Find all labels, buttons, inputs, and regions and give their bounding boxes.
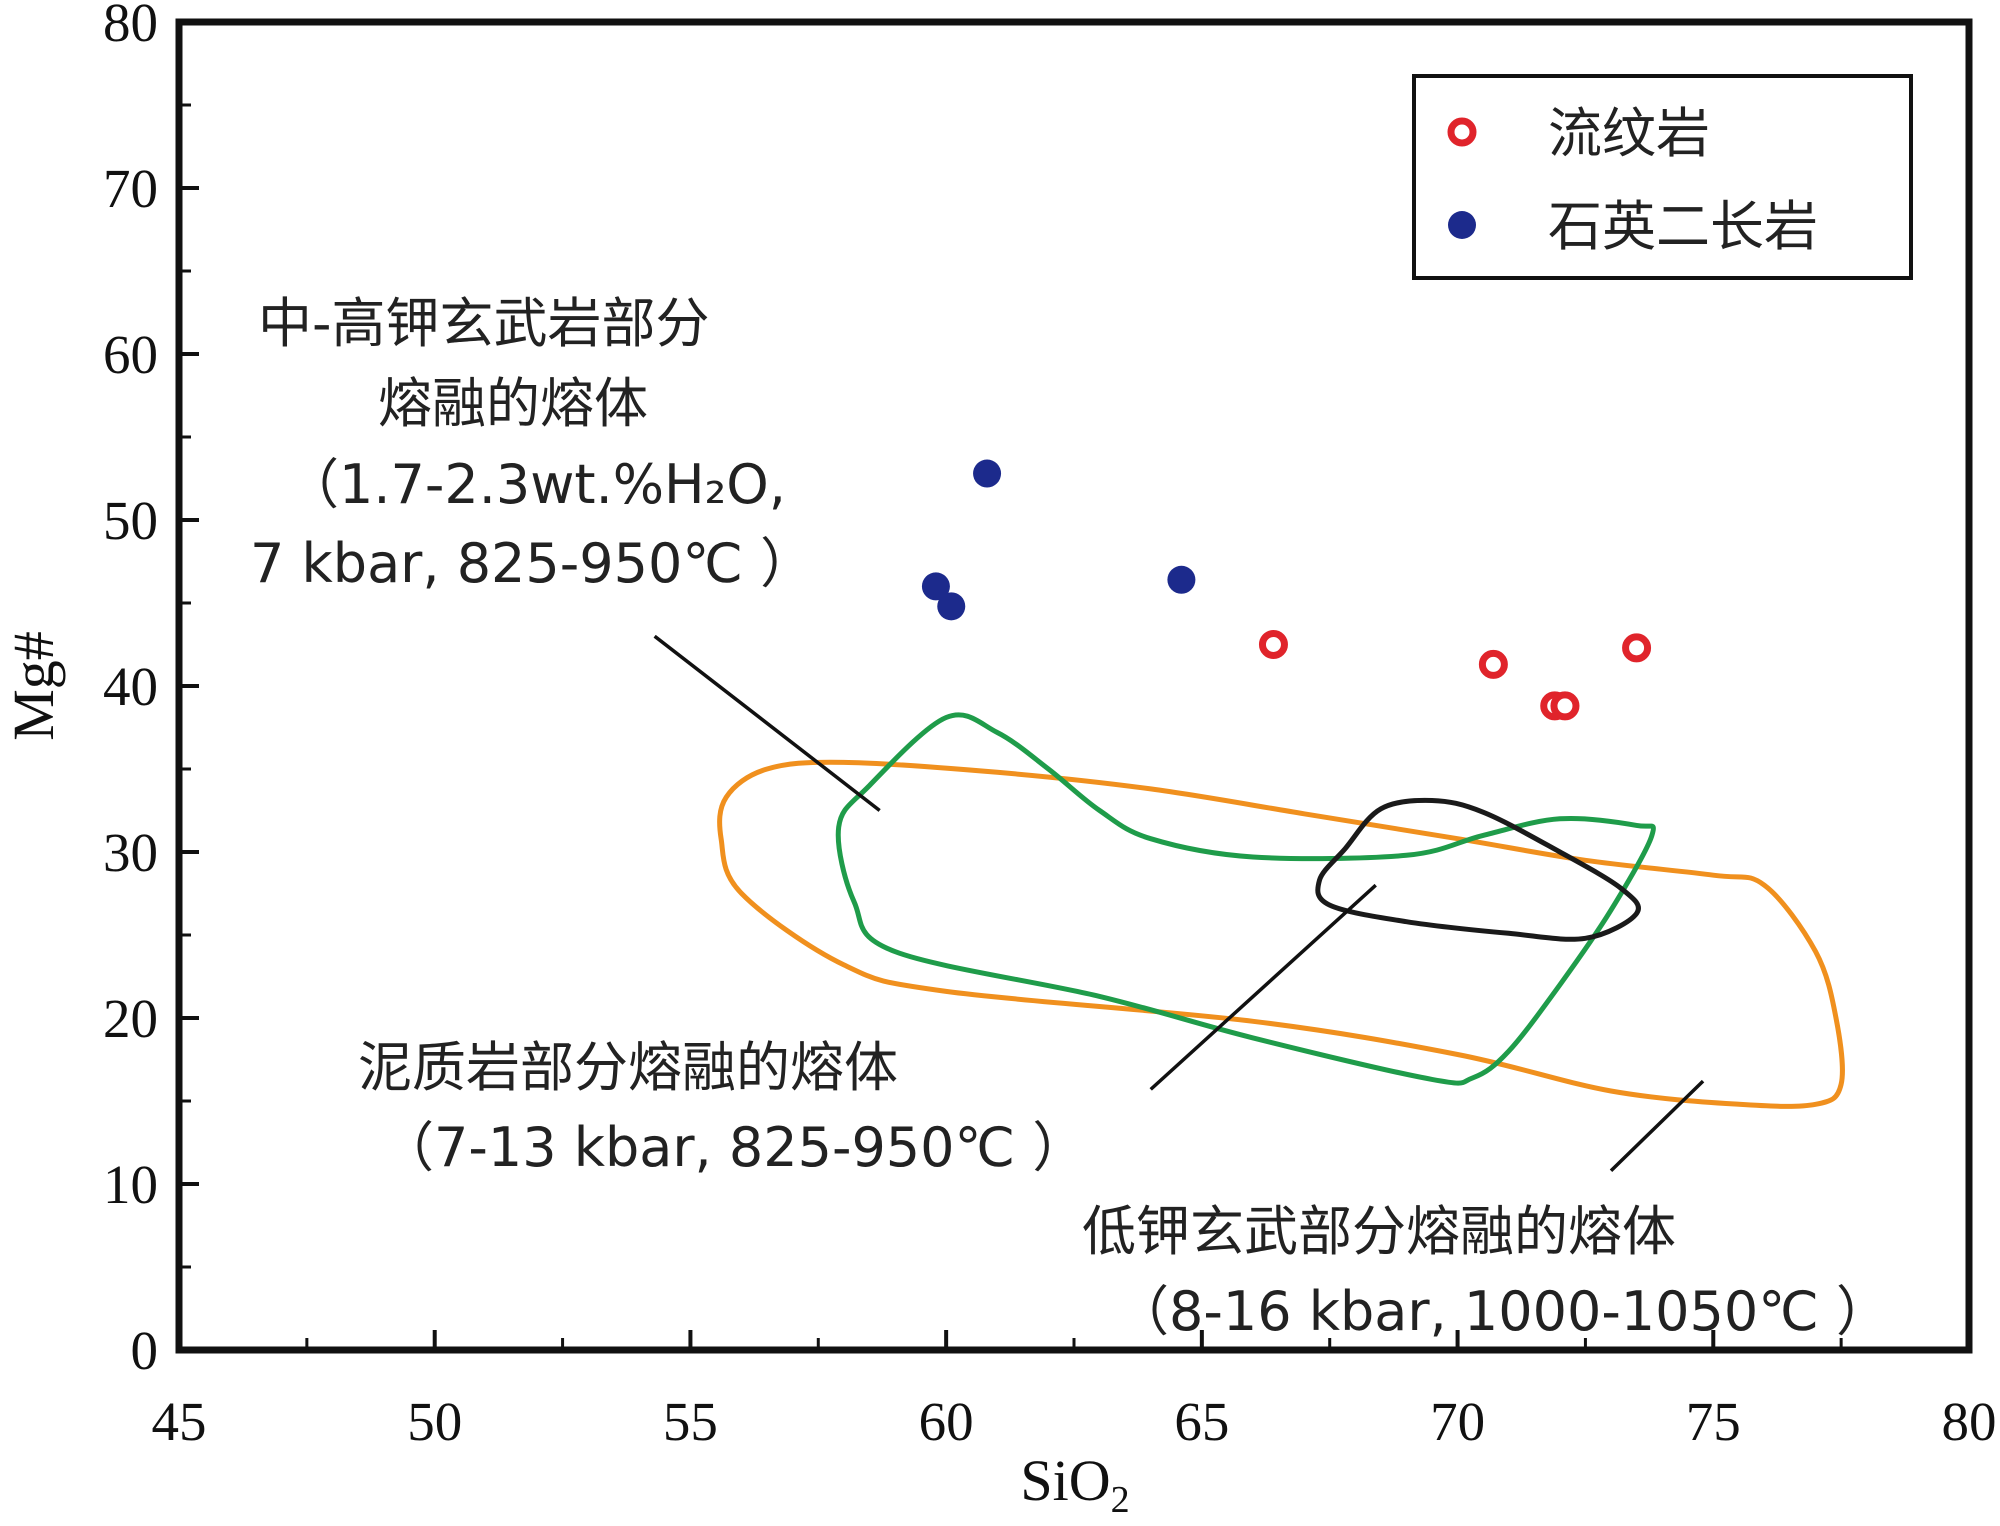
legend-marker-rhyolite [1447,117,1477,147]
y-tick-label: 40 [103,656,158,717]
point-quartz-monzonite [973,459,1002,488]
x-tick-label: 75 [1686,1391,1741,1452]
x-axis-title-subscript: 2 [1111,1479,1130,1521]
legend-label-quartz-monzonite: 石英二长岩 [1548,195,1818,258]
leader-line-low-k [1609,1079,1705,1172]
y-tick-label: 20 [103,988,158,1049]
x-tick-label: 50 [407,1391,462,1452]
y-tick-label: 50 [103,490,158,551]
annotation-low-k-line-2: （8-16 kbar, 1000-1050℃ ） [1115,1280,1890,1343]
x-tick-label: 80 [1942,1391,1997,1452]
y-tick-label: 0 [131,1320,159,1381]
y-tick-label: 60 [103,324,158,385]
points-layer [921,459,1652,721]
y-tick-label: 70 [103,158,158,219]
y-tick-label: 30 [103,822,158,883]
annotation-mid-high-k-line-4: 7 kbar, 825-950℃ ） [250,532,814,595]
point-rhyolite [1622,633,1652,663]
legend-label-rhyolite: 流纹岩 [1548,102,1710,165]
annotation-mid-high-k-line-2: 熔融的熔体 [378,372,648,435]
x-tick-label: 45 [152,1391,207,1452]
x-tick-label: 60 [919,1391,974,1452]
annotation-low-k: 低钾玄武部分熔融的熔体 （8-16 kbar, 1000-1050℃ ） [1082,1200,1890,1343]
leader-line-pelite [1149,883,1377,1091]
field-outline-low-k-basalt-melt [717,759,1845,1109]
x-axis-title: SiO2 [1020,1448,1129,1521]
field-outline-mid-high-k-basalt-melt [835,712,1656,1086]
legend-marker-quartz-monzonite [1448,211,1476,239]
ticks-layer: 45 50 55 60 65 70 75 80 0 10 20 30 40 50 60 70 80 [103,0,1997,1452]
y-tick-label: 80 [103,0,158,53]
y-axis-title: Mg# [1,631,66,741]
point-quartz-monzonite [921,572,950,601]
field-outline-pelite-melt [1315,797,1641,942]
point-rhyolite [1478,649,1508,679]
annotation-pelite: 泥质岩部分熔融的熔体 （7-13 kbar, 825-950℃ ） [358,1036,1086,1179]
annotation-mid-high-k-line-3: （1.7-2.3wt.%H₂O, [285,453,786,516]
fields-layer [717,712,1845,1109]
annotation-pelite-line-1: 泥质岩部分熔融的熔体 [358,1036,898,1099]
x-tick-label: 55 [663,1391,718,1452]
legend-box [1412,74,1913,280]
point-quartz-monzonite [1167,565,1196,594]
annotation-mid-high-k: 中-高钾玄武岩部分 熔融的熔体 （1.7-2.3wt.%H₂O, 7 kbar,… [250,292,814,595]
x-axis-title-main: SiO [1020,1448,1110,1513]
y-tick-label: 10 [103,1154,158,1215]
point-rhyolite [1550,691,1580,721]
legend: 流纹岩 石英二长岩 [1412,74,1913,280]
leader-line-mid-high-k [653,634,881,812]
leaders-layer [653,634,1705,1172]
point-quartz-monzonite [937,592,966,621]
annotation-mid-high-k-line-1: 中-高钾玄武岩部分 [258,292,710,355]
point-rhyolite [1258,630,1288,659]
x-tick-label: 70 [1430,1391,1485,1452]
annotation-low-k-line-1: 低钾玄武部分熔融的熔体 [1082,1200,1676,1263]
annotation-pelite-line-2: （7-13 kbar, 825-950℃ ） [380,1116,1086,1179]
x-tick-label: 65 [1174,1391,1229,1452]
